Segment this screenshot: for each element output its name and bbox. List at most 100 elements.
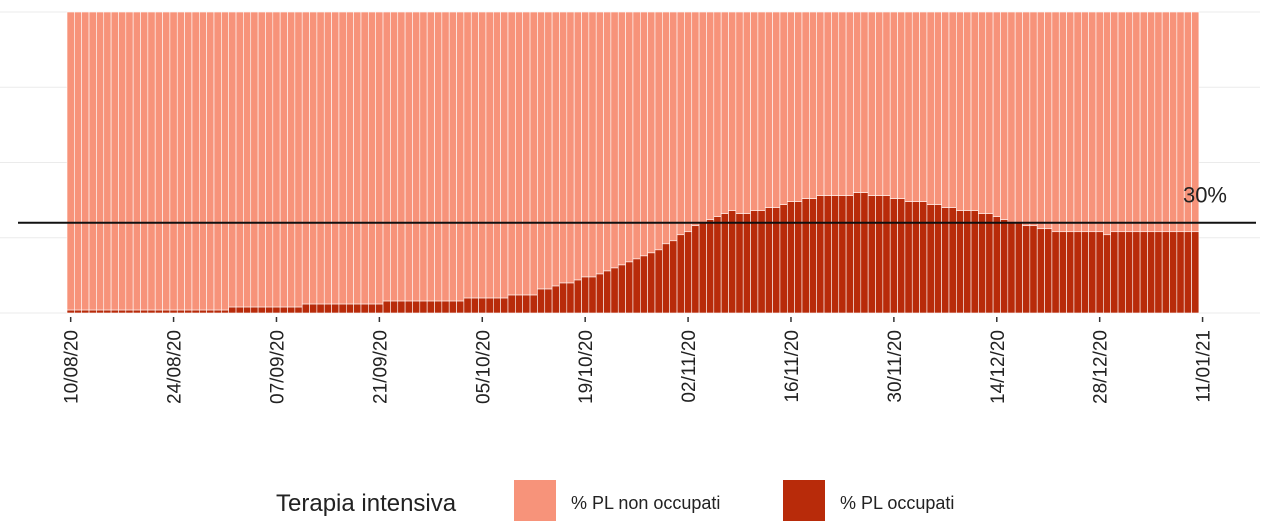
bar — [1073, 231, 1082, 314]
bar — [551, 285, 560, 314]
bar — [1000, 11, 1009, 220]
bar — [750, 210, 759, 314]
bar — [970, 11, 979, 211]
bar — [323, 11, 332, 305]
bar — [301, 11, 310, 305]
bar — [889, 11, 898, 199]
bar — [617, 11, 626, 266]
bar — [441, 300, 450, 314]
legend-swatch — [514, 480, 556, 521]
bar — [992, 11, 1001, 217]
bar — [448, 11, 457, 302]
bar — [390, 300, 399, 314]
bar — [698, 11, 707, 223]
bar — [1176, 231, 1185, 314]
bar — [235, 11, 244, 308]
bar — [316, 11, 325, 305]
bar — [845, 11, 854, 196]
bar — [816, 195, 825, 314]
bar — [338, 11, 347, 305]
bar — [110, 11, 119, 311]
bar — [103, 11, 112, 311]
bar — [375, 303, 384, 314]
bar — [132, 11, 141, 311]
bar — [118, 309, 127, 314]
bar — [368, 303, 377, 314]
bar — [1117, 11, 1126, 233]
bar — [625, 11, 634, 263]
bar — [1132, 11, 1141, 233]
bar — [757, 11, 766, 211]
bar — [456, 300, 465, 314]
bar — [1029, 11, 1038, 227]
bar — [375, 11, 384, 305]
bar — [662, 243, 670, 314]
bar — [720, 11, 729, 214]
bar — [191, 309, 200, 314]
bar — [860, 192, 869, 314]
bar — [639, 255, 648, 314]
bar — [551, 11, 560, 287]
bar — [978, 11, 987, 214]
bar — [669, 11, 678, 242]
bar — [911, 11, 920, 202]
bar — [1183, 231, 1192, 314]
bar — [140, 11, 149, 311]
bar — [235, 306, 244, 314]
reference-label: 30% — [1183, 183, 1227, 208]
bar — [904, 201, 913, 314]
x-tick-label: 28/12/20 — [1091, 330, 1112, 404]
bar — [184, 11, 193, 311]
bar — [566, 282, 575, 314]
bar — [970, 210, 979, 314]
bar — [544, 11, 553, 290]
bar — [522, 294, 531, 314]
bar — [125, 309, 134, 314]
bar — [1081, 11, 1089, 233]
bar — [154, 11, 163, 311]
bar — [610, 11, 619, 269]
bar — [404, 11, 413, 302]
bar — [434, 300, 443, 314]
bar — [581, 276, 590, 314]
bar — [492, 11, 501, 299]
bar — [272, 306, 281, 314]
bar — [603, 270, 612, 314]
bar — [345, 11, 354, 305]
bar — [301, 303, 310, 314]
bar — [1051, 231, 1060, 314]
bar — [889, 198, 898, 314]
bar — [823, 11, 832, 196]
bar — [963, 11, 972, 211]
bar — [867, 195, 876, 314]
bar — [206, 11, 215, 311]
bar — [419, 11, 428, 302]
x-tick-label: 24/08/20 — [165, 330, 186, 404]
bar — [110, 309, 119, 314]
bar — [1022, 225, 1031, 314]
bar — [1191, 11, 1200, 233]
bar — [919, 11, 928, 202]
bar — [595, 273, 604, 314]
bar — [529, 11, 538, 296]
bar — [1058, 11, 1067, 233]
bar — [882, 195, 891, 314]
bar — [559, 282, 568, 314]
bar — [764, 11, 773, 208]
bar — [412, 300, 421, 314]
bar — [838, 195, 847, 314]
bar — [213, 309, 222, 314]
bar — [338, 303, 347, 314]
x-tick-label: 10/08/20 — [62, 330, 83, 404]
bar — [809, 198, 817, 314]
bar — [331, 11, 340, 305]
bar — [390, 11, 399, 302]
bar — [698, 222, 707, 314]
bar — [478, 297, 487, 314]
bar — [1161, 11, 1170, 233]
bar — [515, 11, 523, 296]
x-tick-label: 21/09/20 — [370, 330, 391, 404]
bar — [1147, 231, 1156, 314]
bar — [448, 300, 457, 314]
bar — [1007, 11, 1016, 223]
